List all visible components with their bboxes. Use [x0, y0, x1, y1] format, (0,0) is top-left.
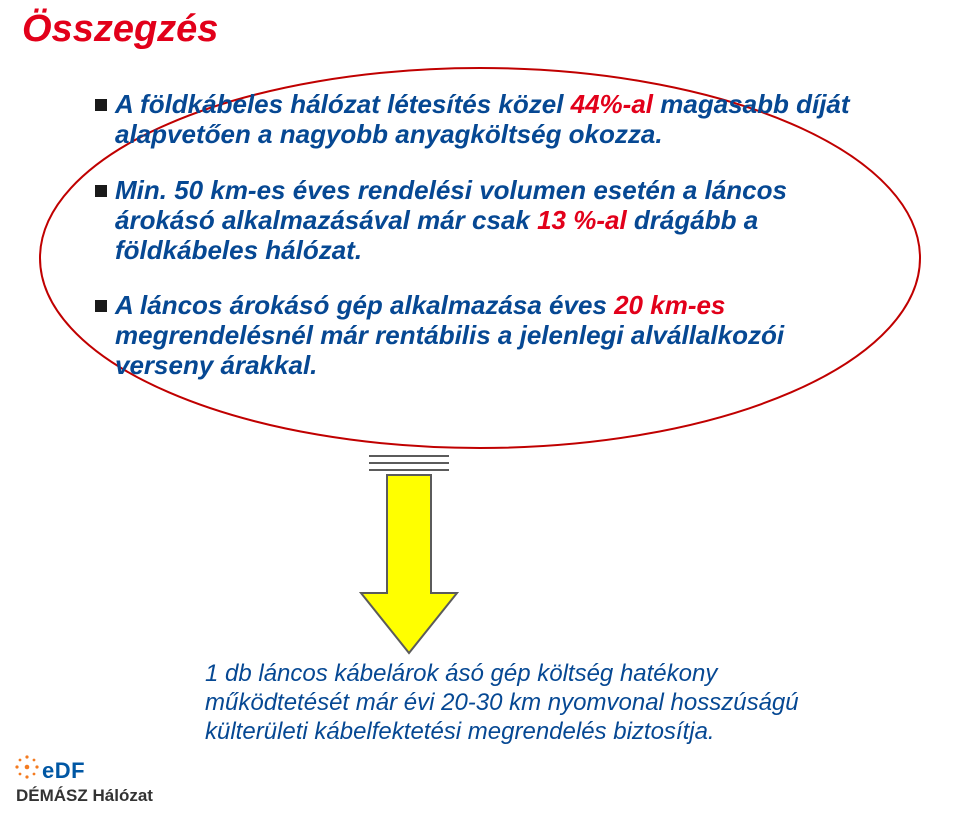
bullet-item: A láncos árokásó gép alkalmazása éves 20… — [95, 291, 865, 381]
slide: Összegzés A földkábeles hálózat létesíté… — [0, 0, 960, 829]
conclusion-text: 1 db láncos kábelárok ásó gép költség ha… — [205, 660, 845, 746]
bullet-item: A földkábeles hálózat létesítés közel 44… — [95, 90, 865, 150]
bullet-em: 20 km-es — [614, 290, 725, 320]
bullet-item: Min. 50 km-es éves rendelési volumen ese… — [95, 176, 865, 266]
bullet-text-prefix: A földkábeles hálózat létesítés közel — [115, 89, 571, 119]
arrow-down-icon — [357, 453, 462, 658]
logo-brand-text: eDF — [42, 758, 85, 784]
bullet-em: 13 %-al — [537, 205, 627, 235]
arrow-polygon — [361, 475, 457, 653]
bullet-text-suffix: megrendelésnél már rentábilis a jelenleg… — [115, 320, 784, 380]
slide-title: Összegzés — [22, 8, 218, 51]
bullet-em: 44%-al — [571, 89, 653, 119]
spark-icon — [14, 754, 40, 780]
logo-sub-text: DÉMÁSZ Hálózat — [16, 786, 153, 806]
bullet-text-prefix: A láncos árokásó gép alkalmazása éves — [115, 290, 614, 320]
logo: eDF DÉMÁSZ Hálózat — [14, 752, 194, 817]
bullet-list: A földkábeles hálózat létesítés közel 44… — [95, 90, 865, 407]
